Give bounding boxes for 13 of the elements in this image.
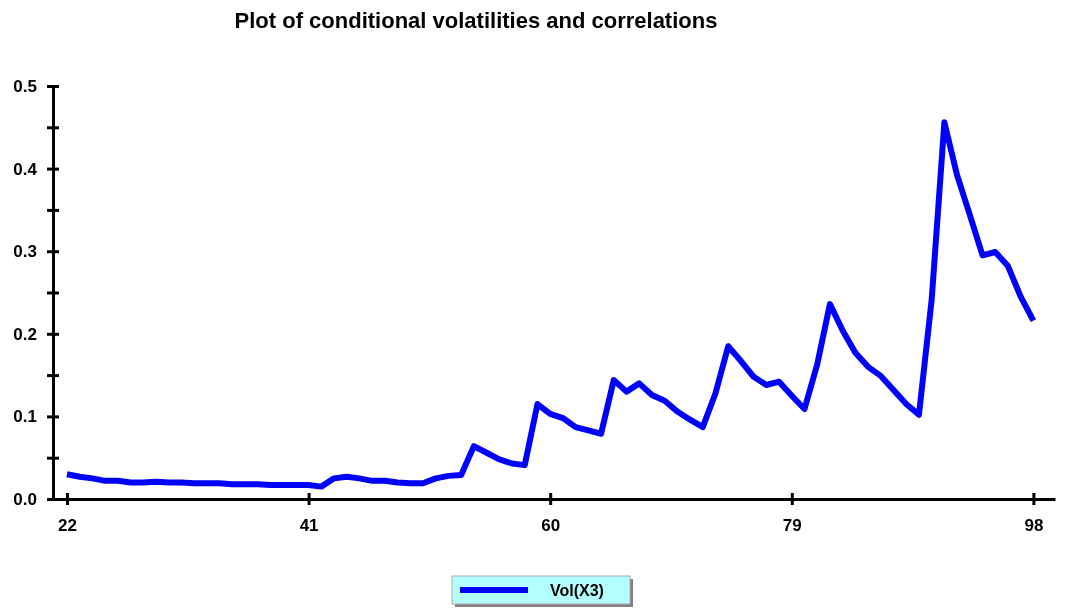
y-tick-label: 0.0 [13, 489, 37, 509]
x-tick-label: 60 [541, 516, 561, 536]
x-tick-label: 41 [299, 516, 319, 536]
y-tick-label: 0.1 [13, 407, 37, 427]
x-tick-label: 79 [782, 516, 802, 536]
chart-title: Plot of conditional volatilities and correlations [234, 8, 718, 33]
x-tick-label: 98 [1024, 516, 1044, 536]
y-tick-label: 0.4 [13, 159, 38, 179]
y-tick-label: 0.5 [13, 76, 37, 96]
y-tick-label: 0.2 [13, 324, 37, 344]
x-tick-label: 22 [58, 516, 77, 536]
legend-label: Vol(X3) [550, 582, 604, 599]
y-tick-label: 0.3 [13, 242, 37, 262]
